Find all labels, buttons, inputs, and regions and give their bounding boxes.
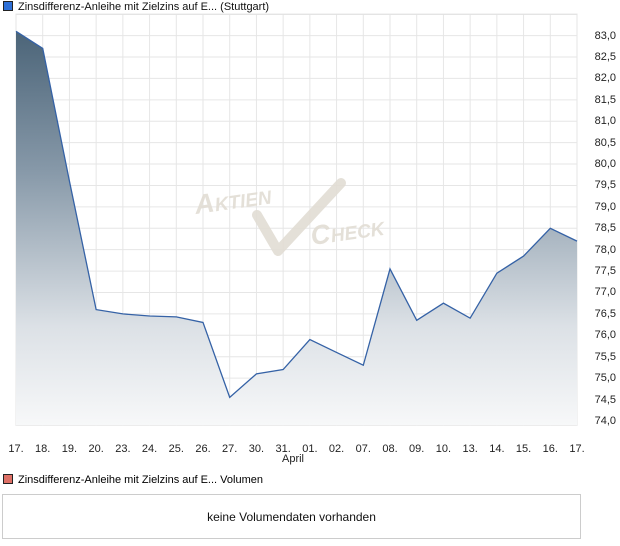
svg-text:A: A bbox=[192, 188, 216, 221]
svg-text:HECK: HECK bbox=[330, 219, 388, 247]
svg-text:KTIEN: KTIEN bbox=[214, 187, 275, 216]
svg-text:C: C bbox=[309, 218, 333, 250]
